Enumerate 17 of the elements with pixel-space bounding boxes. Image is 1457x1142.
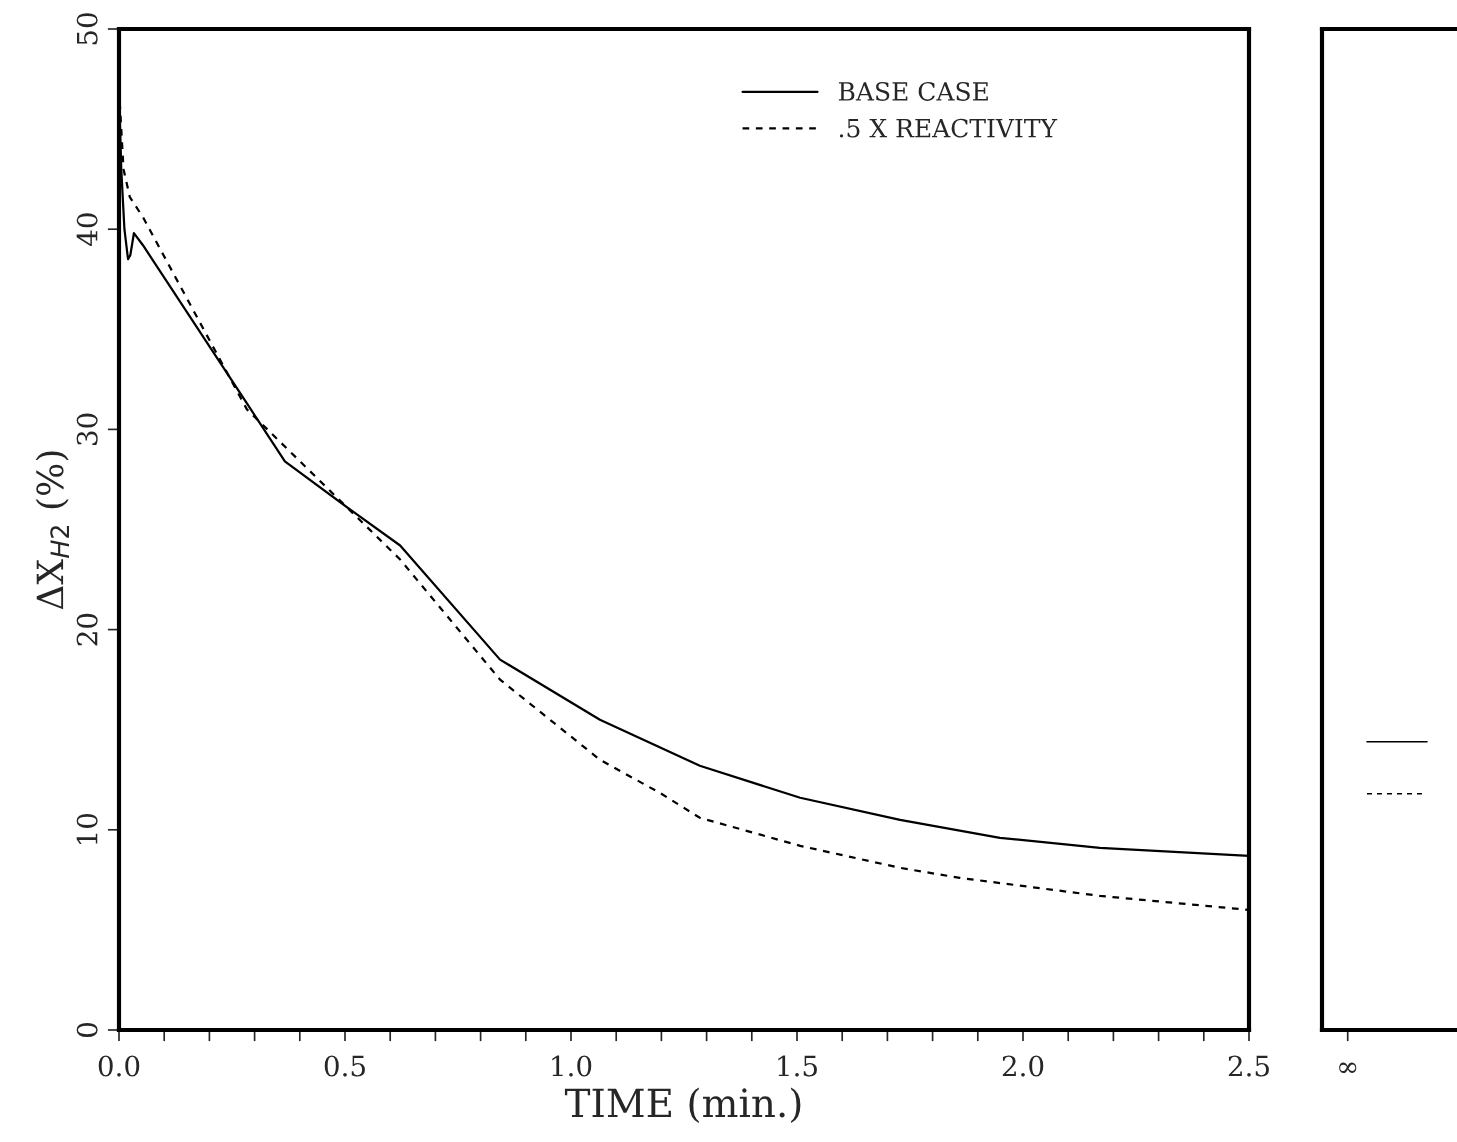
x-tick-label: 2.5 — [1228, 1055, 1269, 1077]
x-tick-label: 0.5 — [324, 1055, 365, 1077]
y-tick-label: 10 — [76, 813, 98, 845]
x-axis-title: TIME (min.) — [564, 1087, 801, 1124]
y-axis-title: ΔX$_{H2}$ (%) — [35, 451, 69, 610]
legend-label: BASE CASE — [838, 81, 988, 101]
x-tick-label: ∞ — [1339, 1062, 1357, 1074]
y-tick-label: 40 — [76, 213, 98, 247]
y-tick-label: 50 — [76, 13, 98, 45]
y-tick-label: 20 — [76, 613, 98, 646]
x-tick-label: 2.0 — [1002, 1055, 1044, 1077]
y-tick-label: 30 — [76, 413, 98, 445]
y-tick-label: 0 — [76, 1023, 98, 1038]
legend-label: .5 X REACTIVITY — [839, 118, 1058, 138]
x-tick-label: 1.5 — [778, 1055, 817, 1077]
x-tick-label: 0.0 — [98, 1055, 140, 1077]
x-tick-label: 1.0 — [552, 1055, 592, 1077]
